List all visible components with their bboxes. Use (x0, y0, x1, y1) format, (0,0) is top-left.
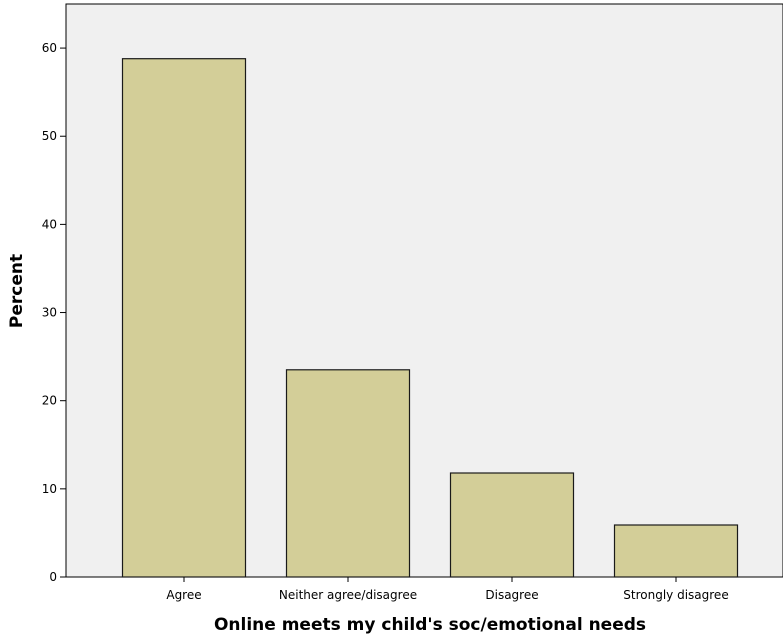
y-tick-label: 50 (42, 129, 57, 143)
y-tick-label: 40 (42, 217, 57, 231)
bar-strongly-disagree (613, 524, 739, 578)
x-tick-label: Strongly disagree (623, 588, 728, 602)
y-tick-label: 20 (42, 394, 57, 408)
x-tick-label: Agree (166, 588, 201, 602)
y-tick-label: 10 (42, 482, 57, 496)
y-axis: 0 10 20 30 40 50 60 (42, 41, 66, 584)
y-tick-label: 30 (42, 306, 57, 320)
bar-disagree (449, 472, 575, 578)
x-tick-label: Neither agree/disagree (279, 588, 417, 602)
y-axis-title: Percent (7, 254, 27, 328)
x-axis: Agree Neither agree/disagree Disagree Stron… (166, 577, 729, 602)
bar-neither-agree-disagree (285, 369, 411, 578)
x-tick-label: Disagree (485, 588, 538, 602)
y-tick-label: 0 (49, 570, 57, 584)
y-tick-label: 60 (42, 41, 57, 55)
x-axis-title: Online meets my child's soc/emotional ne… (214, 615, 646, 635)
bar-agree (121, 58, 247, 578)
